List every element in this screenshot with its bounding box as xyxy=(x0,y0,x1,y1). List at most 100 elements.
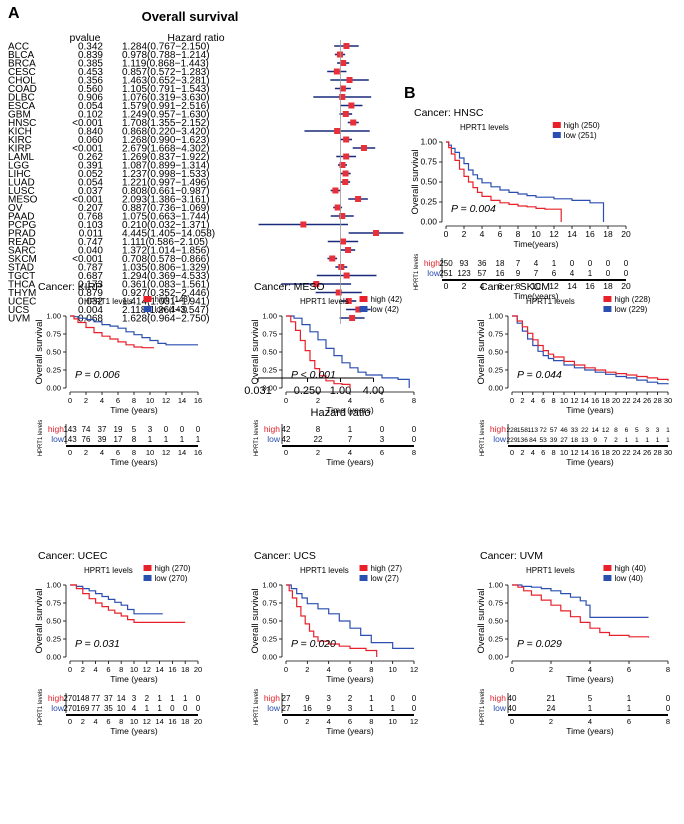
forest-row-hr-text: 1.087(0.899−1.314) xyxy=(122,161,210,172)
km-risk-value-low: 4 xyxy=(132,704,137,713)
km-risk-x-tick-label: 0 xyxy=(68,448,72,457)
forest-row-hr-text: 0.808(0.661−0.987) xyxy=(122,186,210,197)
km-risk-x-tick-label: 4 xyxy=(100,448,104,457)
km-legend-title: HPRT1 levels xyxy=(300,297,349,306)
km-risk-x-tick-label: 16 xyxy=(168,717,176,726)
forest-hr-marker xyxy=(360,145,367,151)
forest-row-cancer: PCPG xyxy=(8,220,37,231)
km-y-tick-label: 0.00 xyxy=(488,384,503,393)
forest-row-pvalue: 0.879 xyxy=(78,288,103,299)
km-risk-label-low: low xyxy=(267,703,281,713)
km-x-tick-label: 4 xyxy=(94,665,98,674)
forest-row-pvalue: 0.787 xyxy=(78,263,103,274)
km-y-axis-label: Overall survival xyxy=(410,150,421,215)
km-risk-value-high: 42 xyxy=(282,425,291,434)
km-risk-value-high: 4 xyxy=(534,259,539,268)
km-risk-value-low: 2 xyxy=(614,437,618,444)
forest-row-pvalue: 0.342 xyxy=(78,42,103,53)
km-x-tick-label: 26 xyxy=(643,396,651,405)
km-legend-swatch-low xyxy=(603,306,612,312)
km-risk-value-high: 93 xyxy=(460,259,469,268)
forest-hr-marker xyxy=(345,298,352,304)
forest-hr-marker xyxy=(343,272,350,279)
km-risk-value-high: 3 xyxy=(645,427,649,434)
forest-row-cancer: KICH xyxy=(8,127,32,138)
km-risk-value-low: 9 xyxy=(326,704,331,713)
km-legend-title: HPRT1 levels xyxy=(526,297,575,306)
km-risk-value-low: 84 xyxy=(529,437,537,444)
km-risk-x-tick-label: 16 xyxy=(591,448,599,457)
forest-x-tick-label: 0.250 xyxy=(294,385,322,397)
forest-row-pvalue: 0.356 xyxy=(78,76,103,87)
km-risk-x-tick-label: 10 xyxy=(130,717,138,726)
km-risk-value-high: 37 xyxy=(104,694,113,703)
km-curve-high xyxy=(70,315,154,349)
km-risk-value-low: 0 xyxy=(606,269,611,278)
km-x-tick-label: 16 xyxy=(591,396,599,405)
forest-row-cancer: THCA xyxy=(8,280,36,291)
forest-row-hr-text: 0.708(0.578−0.866) xyxy=(122,254,210,265)
km-risk-value-low: 1 xyxy=(157,704,162,713)
km-x-tick-label: 30 xyxy=(664,396,672,405)
km-risk-value-low: 136 xyxy=(517,437,528,444)
km-risk-value-low: 16 xyxy=(496,269,505,278)
km-risk-x-tick-label: 2 xyxy=(520,448,524,457)
km-risk-x-tick-label: 2 xyxy=(316,448,320,457)
forest-x-axis-label: Hazard ratio xyxy=(311,407,371,419)
forest-row-hr-text: 1.463(0.652−3.281) xyxy=(122,76,210,87)
km-risk-value-high: 0 xyxy=(588,259,593,268)
km-risk-x-tick-label: 30 xyxy=(664,448,672,457)
forest-row-cancer: LGG xyxy=(8,161,29,172)
forest-row-hr-text: 1.075(0.663−1.744) xyxy=(122,212,210,223)
km-risk-x-tick-label: 6 xyxy=(498,281,503,291)
km-risk-x-axis-label: Time (years) xyxy=(566,457,614,467)
km-risk-value-low: 10 xyxy=(117,704,126,713)
forest-row-cancer: COAD xyxy=(8,84,37,95)
km-risk-label-high: high xyxy=(490,693,506,703)
km-risk-x-tick-label: 2 xyxy=(549,717,553,726)
km-risk-value-low: 1 xyxy=(588,704,593,713)
km-x-tick-label: 8 xyxy=(666,665,670,674)
km-risk-value-low: 229 xyxy=(506,437,517,444)
km-risk-value-low: 35 xyxy=(104,704,113,713)
km-risk-value-low: 57 xyxy=(478,269,487,278)
km-risk-x-tick-label: 4 xyxy=(531,448,535,457)
forest-row-hr-text: 1.105(0.791−1.543) xyxy=(122,84,210,95)
forest-row-pvalue: 0.011 xyxy=(79,229,104,240)
forest-hr-marker xyxy=(336,51,343,58)
km-curve-low xyxy=(446,141,605,222)
km-risk-label-low: low xyxy=(267,434,281,444)
km-risk-x-tick-label: 8 xyxy=(132,448,136,457)
km-risk-x-axis-label: Time (years) xyxy=(326,457,374,467)
forest-row-pvalue: 0.103 xyxy=(78,220,103,231)
km-risk-value-high: 12 xyxy=(602,427,610,434)
km-risk-label-low: low xyxy=(51,703,65,713)
km-risk-x-tick-label: 12 xyxy=(570,448,578,457)
km-y-tick-label: 1.00 xyxy=(488,312,503,321)
km-x-tick-label: 18 xyxy=(603,229,613,239)
km-risk-x-tick-label: 10 xyxy=(146,448,154,457)
km-x-tick-label: 0 xyxy=(284,396,288,405)
forest-hr-marker xyxy=(343,43,350,49)
km-risk-value-low: 1 xyxy=(148,435,153,444)
km-risk-value-low: 1 xyxy=(164,435,169,444)
km-x-tick-label: 6 xyxy=(627,665,631,674)
km-risk-x-axis-label: Time (years) xyxy=(110,726,158,736)
km-pvalue: P = 0.004 xyxy=(451,203,496,215)
forest-row-pvalue: 0.207 xyxy=(78,203,103,214)
km-risk-value-low: 77 xyxy=(91,704,100,713)
forest-row-pvalue: 0.747 xyxy=(78,237,103,248)
km-risk-value-high: 37 xyxy=(98,425,107,434)
km-panel: Cancer: HNSC HPRT1 levels high (250)low (2… xyxy=(410,107,631,301)
km-x-tick-label: 4 xyxy=(480,229,485,239)
forest-row-cancer: KIRC xyxy=(8,135,32,146)
km-y-tick-label: 0.25 xyxy=(488,635,503,644)
km-curve-low xyxy=(286,315,410,388)
forest-row-hr-text: 1.111(0.586−2.105) xyxy=(122,237,208,248)
km-x-axis-label: Time (years) xyxy=(326,405,374,415)
km-risk-x-tick-label: 18 xyxy=(603,281,613,291)
km-risk-x-axis-label: Time (years) xyxy=(110,457,158,467)
forest-row-cancer: CHOL xyxy=(8,76,36,87)
km-risk-value-high: 9 xyxy=(305,694,310,703)
